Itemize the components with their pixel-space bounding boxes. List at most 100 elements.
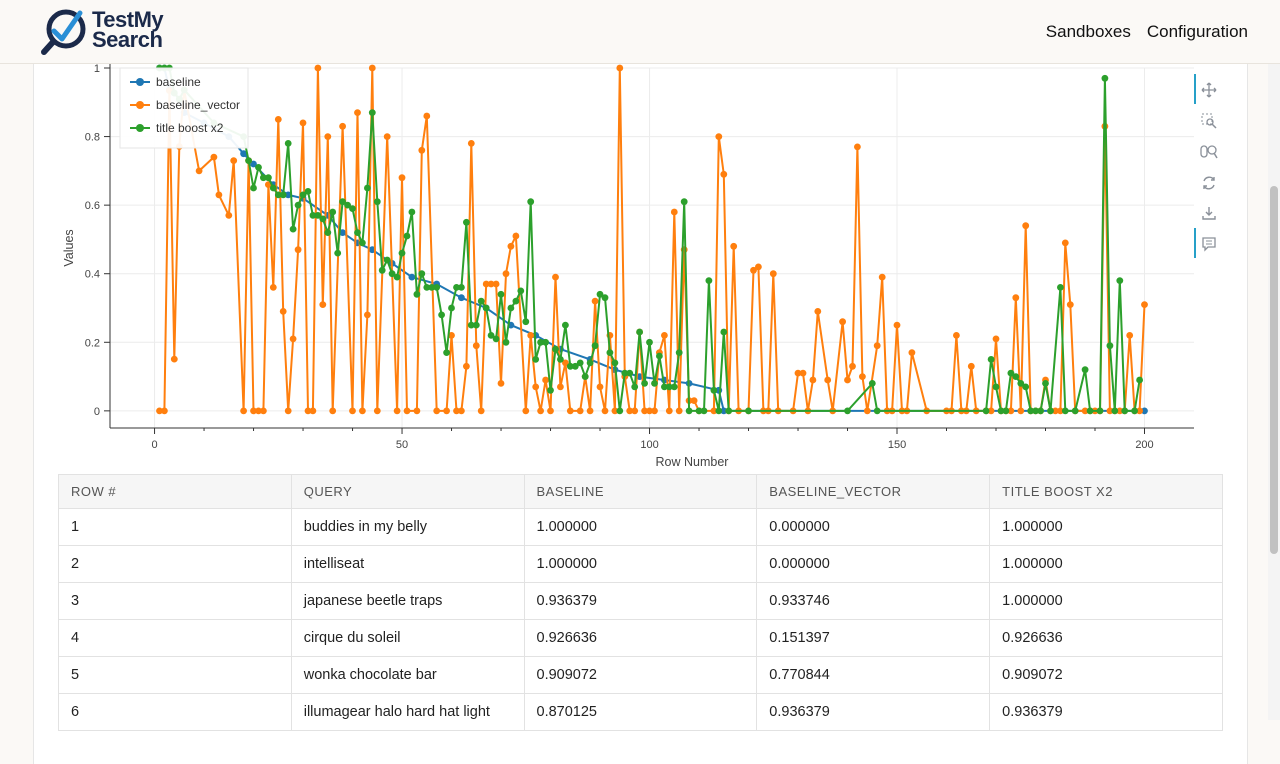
- series-point-title-boost: [868, 380, 876, 387]
- series-point-title-boost: [497, 290, 505, 298]
- series-point-title-boost: [725, 407, 733, 415]
- series-point-baseline: [720, 407, 728, 415]
- x-tick-label: 50: [396, 439, 408, 451]
- series-point-title-boost: [477, 297, 485, 305]
- series-point-title-boost: [364, 184, 371, 192]
- series-point-title-boost: [700, 407, 708, 415]
- series-point-baseline-vector: [215, 191, 223, 199]
- series-point-baseline-vector: [433, 407, 441, 415]
- series-point-title-boost: [626, 369, 634, 377]
- series-point-title-boost: [269, 184, 277, 192]
- table-row[interactable]: 4 cirque du soleil 0.926636 0.151397 0.9…: [58, 619, 1223, 657]
- cell-baseline: 0.870125: [523, 693, 758, 731]
- x-tick-label: 200: [1135, 439, 1153, 451]
- series-point-baseline-vector: [814, 308, 822, 315]
- series-point-baseline-vector: [368, 64, 376, 72]
- y-tick-label: 0.6: [85, 200, 100, 212]
- column-header-query[interactable]: QUERY: [290, 474, 525, 509]
- series-point-baseline-vector: [448, 332, 455, 339]
- column-header-baseline-vector[interactable]: BASELINE_VECTOR: [756, 474, 991, 509]
- series-point-baseline-vector: [210, 153, 218, 161]
- series-point-baseline-vector: [260, 407, 267, 415]
- table-row[interactable]: 5 wonka chocolate bar 0.909072 0.770844 …: [58, 656, 1223, 694]
- series-point-baseline: [408, 273, 416, 281]
- reset-icon[interactable]: [1194, 170, 1224, 196]
- column-header-title-boost[interactable]: TITLE BOOST X2: [989, 474, 1223, 509]
- table-row[interactable]: 6 illumagear halo hard hat light 0.87012…: [58, 693, 1223, 731]
- cell-row-number: 2: [58, 545, 292, 583]
- series-point-baseline-vector: [170, 355, 178, 363]
- nav-configuration-link[interactable]: Configuration: [1146, 22, 1248, 41]
- series-point-baseline-vector: [839, 318, 846, 326]
- series-point-baseline-vector: [423, 112, 431, 120]
- series-point-title-boost: [1096, 407, 1104, 415]
- series-point-title-boost: [656, 352, 663, 360]
- cell-baseline-vector: 0.936379: [756, 693, 991, 731]
- column-header-baseline[interactable]: BASELINE: [523, 474, 758, 509]
- results-card: 0 50 100 150 200 0 0.2 0.4 0.6 0.8 1 Row Number Valu…: [33, 64, 1248, 764]
- series-point-title-boost: [621, 369, 629, 377]
- series-point-baseline-vector: [616, 64, 624, 72]
- series-point-baseline-vector: [289, 335, 297, 343]
- series-point-title-boost: [463, 218, 470, 226]
- series-point-title-boost: [284, 140, 292, 147]
- series-point-baseline-vector: [477, 407, 485, 415]
- series-point-title-boost: [601, 294, 609, 302]
- series-point-title-boost: [527, 198, 535, 206]
- series-point-baseline-vector: [1061, 239, 1069, 247]
- series-point-baseline-vector: [665, 407, 673, 415]
- series-point-baseline-vector: [586, 407, 594, 415]
- series-point-title-boost: [1101, 74, 1109, 82]
- series-point-title-boost: [1116, 277, 1124, 284]
- cell-title-boost: 0.936379: [989, 693, 1223, 731]
- series-point-title-boost: [294, 201, 302, 209]
- x-axis-label: Row Number: [656, 455, 729, 469]
- pan-icon[interactable]: [1194, 77, 1224, 103]
- box-zoom-icon[interactable]: [1194, 108, 1224, 134]
- series-point-baseline-vector: [1106, 407, 1114, 415]
- series-point-baseline-vector: [893, 321, 901, 329]
- series-point-title-boost: [378, 266, 386, 274]
- cell-baseline: 1.000000: [523, 545, 758, 583]
- table-row[interactable]: 3 japanese beetle traps 0.936379 0.93374…: [58, 582, 1223, 620]
- series-point-baseline-vector: [755, 263, 762, 271]
- logo-text[interactable]: TestMy Search: [92, 9, 164, 51]
- series-point-title-boost: [616, 407, 624, 415]
- hover-icon[interactable]: [1194, 231, 1224, 257]
- series-point-baseline-vector: [156, 407, 163, 415]
- series-point-title-boost: [453, 284, 460, 291]
- table-row[interactable]: 1 buddies in my belly 1.000000 0.000000 …: [58, 508, 1223, 546]
- scrollbar-thumb[interactable]: [1270, 186, 1278, 554]
- series-point-title-boost: [606, 349, 614, 356]
- series-point-title-boost: [641, 380, 648, 387]
- table-row[interactable]: 2 intelliseat 1.000000 0.000000 1.000000: [58, 545, 1223, 583]
- series-point-baseline: [250, 160, 257, 168]
- series-point-baseline-vector: [487, 280, 495, 288]
- save-icon[interactable]: [1194, 200, 1224, 226]
- cell-row-number: 6: [58, 693, 292, 731]
- nav-sandboxes-link[interactable]: Sandboxes: [1045, 22, 1131, 41]
- comparison-line-chart[interactable]: 0 50 100 150 200 0 0.2 0.4 0.6 0.8 1 Row Number Valu…: [34, 64, 1194, 474]
- series-point-title-boost: [245, 157, 253, 164]
- y-tick-label: 0.4: [85, 269, 100, 281]
- series-point-title-boost: [537, 338, 544, 346]
- series-point-title-boost: [562, 321, 569, 329]
- wheel-zoom-icon[interactable]: [1194, 139, 1224, 165]
- series-point-baseline-vector: [304, 407, 312, 415]
- series-point-title-boost: [467, 321, 475, 329]
- testmysearch-logo-icon[interactable]: [40, 7, 180, 57]
- series-point-title-boost: [1017, 380, 1025, 387]
- series-point-baseline-vector: [537, 407, 544, 415]
- series-point-baseline-vector: [863, 407, 871, 415]
- series-point-baseline-vector: [532, 383, 540, 391]
- series-point-title-boost: [1022, 383, 1030, 391]
- page-scrollbar[interactable]: [1268, 64, 1280, 720]
- cell-title-boost: 1.000000: [989, 508, 1223, 546]
- cell-baseline-vector: 0.000000: [756, 545, 991, 583]
- legend-swatch-point: [136, 124, 144, 132]
- series-point-title-boost: [334, 249, 342, 257]
- column-header-row-number[interactable]: ROW #: [58, 474, 292, 509]
- series-point-baseline-vector: [492, 280, 500, 288]
- cell-title-boost: 1.000000: [989, 545, 1223, 583]
